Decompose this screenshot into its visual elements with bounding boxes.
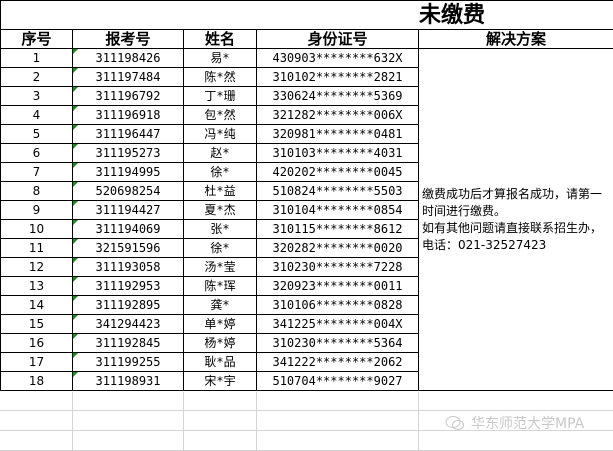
cell-name[interactable]: 陈*珲 (184, 277, 257, 296)
cell-index[interactable]: 16 (1, 334, 73, 353)
cell-id-number[interactable]: 310102********2821 (257, 68, 419, 87)
cell-id-number[interactable]: 321282********006X (257, 106, 419, 125)
cell-exam-number[interactable]: 311197484 (73, 68, 184, 87)
cell-name[interactable]: 包*然 (184, 106, 257, 125)
cell-id-number[interactable]: 310230********7228 (257, 258, 419, 277)
cell-index[interactable]: 7 (1, 163, 73, 182)
cell-index[interactable]: 3 (1, 87, 73, 106)
column-header[interactable]: 身份证号 (257, 30, 419, 49)
cell-id-number[interactable]: 330624********5369 (257, 87, 419, 106)
gridline (72, 392, 73, 450)
cell-name[interactable]: 夏*杰 (184, 201, 257, 220)
cell-index[interactable]: 18 (1, 372, 73, 391)
cell-exam-number[interactable]: 311192953 (73, 277, 184, 296)
cell-exam-number[interactable]: 311198931 (73, 372, 184, 391)
cell-id-number[interactable]: 341222********2062 (257, 353, 419, 372)
cell-name[interactable]: 杨*婷 (184, 334, 257, 353)
cell-index[interactable]: 10 (1, 220, 73, 239)
cell-exam-number[interactable]: 311199255 (73, 353, 184, 372)
column-header[interactable]: 解决方案 (419, 30, 613, 49)
cell-id-number[interactable]: 341225********004X (257, 315, 419, 334)
cell-exam-number[interactable]: 311196447 (73, 125, 184, 144)
cell-id-number[interactable]: 310106********0828 (257, 296, 419, 315)
gridline (418, 392, 419, 450)
cell-index[interactable]: 1 (1, 49, 73, 68)
cell-index[interactable]: 15 (1, 315, 73, 334)
cell-id-number[interactable]: 320923********0011 (257, 277, 419, 296)
cell-name[interactable]: 易* (184, 49, 257, 68)
cell-name[interactable]: 龚* (184, 296, 257, 315)
cell-id-number[interactable]: 320282********0020 (257, 239, 419, 258)
cell-id-number[interactable]: 310103********4031 (257, 144, 419, 163)
cell-exam-number[interactable]: 321591596 (73, 239, 184, 258)
cell-index[interactable]: 12 (1, 258, 73, 277)
cell-id-number[interactable]: 310115********8612 (257, 220, 419, 239)
solution-note[interactable]: 缴费成功后才算报名成功，请第一时间进行缴费。 如有其他问题请直接联系招生办，电话… (419, 49, 613, 391)
cell-name[interactable]: 汤*莹 (184, 258, 257, 277)
cell-exam-number[interactable]: 520698254 (73, 182, 184, 201)
column-header[interactable]: 报考号 (73, 30, 184, 49)
cell-index[interactable]: 17 (1, 353, 73, 372)
cell-id-number[interactable]: 310230********5364 (257, 334, 419, 353)
wechat-icon (445, 415, 465, 431)
cell-id-number[interactable]: 510824********5503 (257, 182, 419, 201)
cell-index[interactable]: 13 (1, 277, 73, 296)
cell-exam-number[interactable]: 311194995 (73, 163, 184, 182)
empty-row[interactable] (0, 431, 613, 451)
cell-index[interactable]: 4 (1, 106, 73, 125)
cell-name[interactable]: 赵* (184, 144, 257, 163)
cell-name[interactable]: 宋*宇 (184, 372, 257, 391)
cell-name[interactable]: 丁*珊 (184, 87, 257, 106)
cell-index[interactable]: 11 (1, 239, 73, 258)
cell-id-number[interactable]: 310104********0854 (257, 201, 419, 220)
cell-exam-number[interactable]: 311193058 (73, 258, 184, 277)
cell-index[interactable]: 8 (1, 182, 73, 201)
cell-exam-number[interactable]: 311194427 (73, 201, 184, 220)
cell-exam-number[interactable]: 311194069 (73, 220, 184, 239)
cell-name[interactable]: 单*婷 (184, 315, 257, 334)
sheet-title[interactable]: 未缴费 (1, 1, 613, 30)
cell-index[interactable]: 14 (1, 296, 73, 315)
watermark: 华东师范大学MPA (445, 413, 584, 433)
cell-exam-number[interactable]: 311192845 (73, 334, 184, 353)
column-header[interactable]: 序号 (1, 30, 73, 49)
cell-id-number[interactable]: 430903********632X (257, 49, 419, 68)
cell-index[interactable]: 9 (1, 201, 73, 220)
cell-id-number[interactable]: 510704********9027 (257, 372, 419, 391)
cell-name[interactable]: 张* (184, 220, 257, 239)
cell-exam-number[interactable]: 311196792 (73, 87, 184, 106)
cell-name[interactable]: 冯*纯 (184, 125, 257, 144)
cell-index[interactable]: 5 (1, 125, 73, 144)
cell-id-number[interactable]: 420202********0045 (257, 163, 419, 182)
cell-exam-number[interactable]: 341294423 (73, 315, 184, 334)
cell-id-number[interactable]: 320981********0481 (257, 125, 419, 144)
empty-row[interactable] (0, 391, 613, 411)
gridline (183, 392, 184, 450)
cell-name[interactable]: 耿*品 (184, 353, 257, 372)
cell-index[interactable]: 6 (1, 144, 73, 163)
watermark-text: 华东师范大学MPA (471, 413, 584, 433)
cell-name[interactable]: 徐* (184, 163, 257, 182)
column-header[interactable]: 姓名 (184, 30, 257, 49)
cell-name[interactable]: 徐* (184, 239, 257, 258)
cell-index[interactable]: 2 (1, 68, 73, 87)
cell-name[interactable]: 陈*然 (184, 68, 257, 87)
cell-exam-number[interactable]: 311196918 (73, 106, 184, 125)
cell-name[interactable]: 杜*益 (184, 182, 257, 201)
cell-exam-number[interactable]: 311192895 (73, 296, 184, 315)
cell-exam-number[interactable]: 311195273 (73, 144, 184, 163)
cell-exam-number[interactable]: 311198426 (73, 49, 184, 68)
gridline (256, 392, 257, 450)
